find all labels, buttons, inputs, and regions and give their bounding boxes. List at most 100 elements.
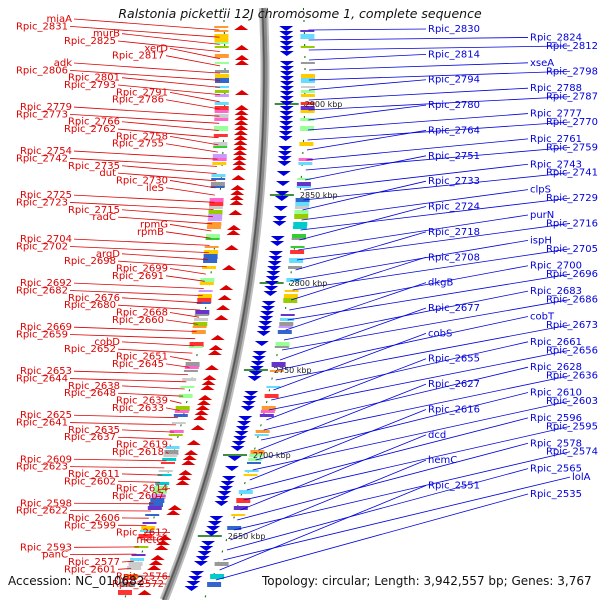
left-gene-label: Rpic_2641	[16, 418, 68, 429]
cog-block-forward	[214, 34, 229, 39]
right-gene-label: Rpic_2700	[530, 261, 582, 272]
right-gene-label: Rpic_2627	[428, 379, 480, 390]
left-leader-line	[121, 77, 220, 88]
kbp-label: 2700 kbp	[253, 451, 291, 460]
cog-block-forward	[205, 238, 220, 240]
cog-block-forward	[214, 126, 229, 131]
forward-gene-arrow	[177, 475, 191, 480]
right-leader-line	[308, 96, 571, 111]
cog-block-forward	[182, 378, 197, 381]
left-leader-line	[117, 40, 220, 52]
right-leader-line	[308, 62, 529, 71]
right-leader-line	[255, 392, 529, 461]
right-leader-line	[287, 273, 571, 321]
left-leader-line	[121, 297, 202, 304]
left-gene-label: Rpic_2607	[112, 491, 164, 502]
left-leader-line	[73, 458, 167, 462]
cog-block-forward	[208, 206, 223, 209]
cog-block-forward	[134, 546, 149, 548]
cog-block-forward	[184, 366, 199, 369]
cog-block-reverse	[248, 458, 263, 461]
left-gene-label: Rpic_2612	[116, 528, 168, 539]
left-leader-line	[165, 99, 220, 110]
cog-block-forward	[169, 430, 184, 433]
left-leader-line	[69, 246, 209, 253]
cog-block-reverse	[233, 506, 248, 510]
reverse-gene-arrow	[274, 196, 289, 201]
cog-block-forward	[213, 134, 228, 137]
right-gene-label: Rpic_2677	[428, 303, 480, 314]
reverse-gene-arrow	[279, 41, 294, 46]
right-gene-label: Rpic_2716	[546, 218, 598, 229]
cog-block-reverse	[289, 258, 304, 263]
right-gene-label: Rpic_2628	[530, 362, 582, 373]
left-gene-label: Rpic_2623	[16, 462, 68, 473]
right-gene-label: dkgB	[428, 278, 453, 289]
cog-block-forward	[142, 522, 157, 524]
cog-block-reverse	[254, 434, 269, 436]
reverse-gene-arrow	[227, 456, 242, 461]
cog-block-reverse	[300, 102, 315, 105]
right-leader-line	[233, 451, 571, 531]
left-leader-line	[117, 172, 217, 182]
cog-block-reverse	[296, 182, 311, 187]
reverse-gene-arrow	[186, 581, 201, 586]
right-gene-label: Rpic_2824	[530, 32, 582, 43]
left-leader-line	[73, 370, 188, 375]
reverse-gene-arrow	[184, 586, 199, 591]
reverse-gene-arrow	[197, 551, 212, 556]
label-line-layer	[69, 18, 571, 585]
reverse-gene-arrow	[209, 516, 224, 521]
reverse-gene-arrow	[267, 261, 282, 266]
right-gene-label: Rpic_2761	[530, 134, 582, 145]
left-gene-label: Rpic_2660	[112, 315, 164, 326]
reverse-gene-arrow	[251, 356, 266, 361]
cog-block-reverse	[238, 490, 253, 494]
reverse-gene-arrow	[268, 256, 283, 261]
left-leader-line	[169, 91, 220, 103]
right-gene-label: Rpic_2616	[428, 404, 480, 415]
reverse-gene-arrow	[231, 441, 246, 446]
forward-gene-arrow	[234, 125, 249, 130]
right-gene-label: Rpic_2777	[530, 109, 582, 120]
forward-gene-arrow	[166, 510, 181, 515]
forward-gene-arrow	[181, 460, 196, 465]
left-leader-line	[121, 560, 134, 563]
left-gene-label: Rpic_2702	[16, 241, 68, 252]
forward-gene-arrow	[232, 155, 247, 160]
left-gene-label: Rpic_2762	[64, 124, 116, 135]
cog-block-forward	[210, 186, 225, 188]
cog-block-reverse	[300, 62, 315, 64]
map-title: Ralstonia pickettii 12J chromosome 1, co…	[118, 6, 482, 21]
reverse-gene-arrow	[280, 71, 294, 76]
right-leader-line	[294, 239, 529, 281]
reverse-gene-arrow	[199, 546, 214, 551]
reverse-gene-arrow	[280, 81, 294, 86]
reverse-gene-arrow	[279, 51, 294, 56]
cog-block-reverse	[294, 214, 309, 219]
forward-gene-arrow	[157, 535, 172, 540]
right-gene-label: Rpic_2708	[428, 252, 480, 263]
cog-block-reverse	[288, 266, 302, 269]
left-gene-label: Rpic_2609	[20, 454, 72, 465]
backbone-edge	[162, 7, 265, 600]
right-leader-line	[302, 180, 427, 211]
forward-gene-arrow	[234, 120, 249, 125]
left-gene-label: miaA	[47, 14, 73, 25]
reverse-gene-arrow	[188, 576, 203, 581]
right-leader-line	[292, 248, 571, 291]
reverse-gene-arrow	[241, 401, 256, 406]
right-leader-line	[230, 459, 427, 541]
left-gene-label: Rpic_2754	[20, 146, 72, 157]
reverse-gene-arrow	[278, 136, 293, 141]
right-gene-label: Rpic_2565	[530, 464, 582, 475]
kbp-label: 2650 kbp	[228, 532, 266, 541]
right-leader-line	[307, 121, 571, 141]
cog-block-forward	[158, 470, 173, 472]
right-gene-label: Rpic_2780	[428, 100, 480, 111]
cog-block-forward	[215, 86, 229, 88]
forward-gene-arrow	[208, 345, 223, 350]
cog-block-reverse	[279, 322, 294, 326]
cog-block-forward	[197, 294, 212, 298]
reverse-gene-arrow	[214, 501, 229, 506]
